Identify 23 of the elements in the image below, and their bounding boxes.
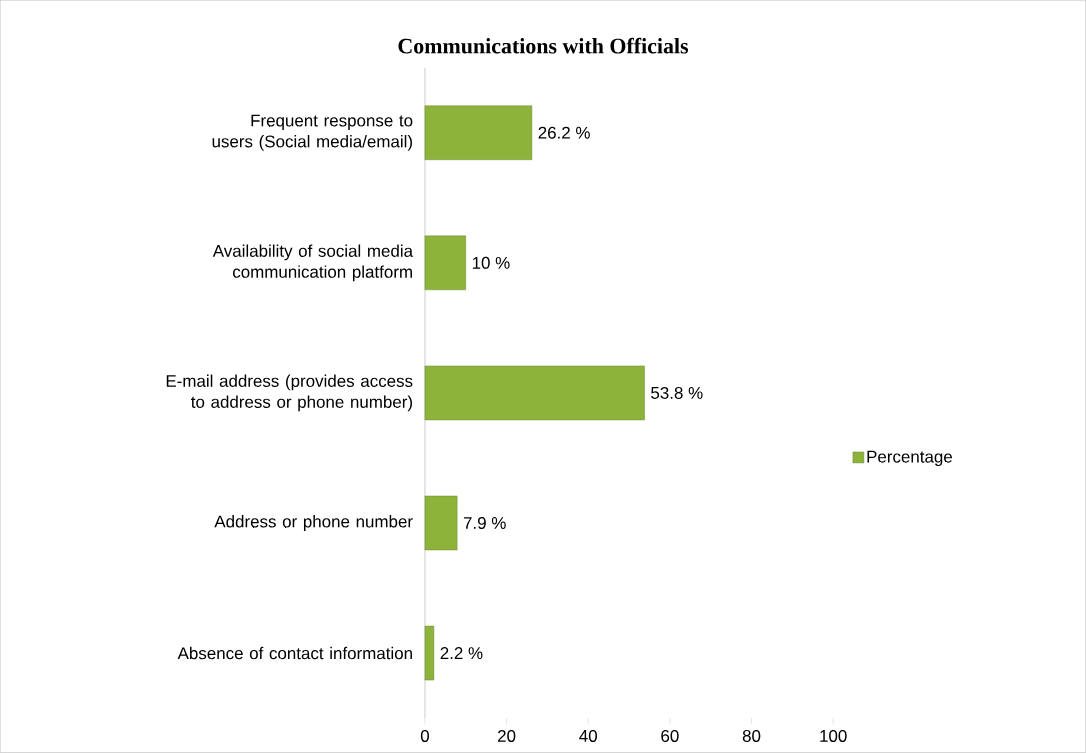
bar [424, 235, 466, 291]
x-tick-label: 40 [579, 730, 597, 743]
x-tick-label: 80 [742, 730, 761, 743]
x-tick-label: 60 [661, 730, 679, 743]
y-tick-label: Address or phone number [214, 515, 413, 531]
data-label: 53.8 % [651, 387, 703, 400]
data-label: 10 % [472, 256, 510, 269]
x-tick-label: 20 [498, 730, 516, 743]
bar [424, 365, 645, 421]
bar [424, 105, 533, 161]
y-tick-label: Availability of social media communication platform [212, 244, 414, 282]
data-label: 7.9 % [463, 517, 506, 530]
data-label: 2.2 % [440, 647, 483, 660]
x-tick-label: 0 [420, 730, 429, 743]
x-tick-label: 100 [820, 730, 847, 743]
data-label: 26.2 % [538, 126, 590, 139]
y-tick-label: E-mail address (provides access to address or phone number) [166, 374, 413, 412]
y-tick-label: Frequent response to users (Social media/email) [212, 114, 413, 151]
y-tick-label: Absence of contact information [177, 646, 412, 660]
bar [424, 495, 458, 551]
chart-title: Communications with Officials [398, 37, 689, 54]
legend-label: Percentage [867, 450, 952, 467]
bar [424, 625, 435, 681]
